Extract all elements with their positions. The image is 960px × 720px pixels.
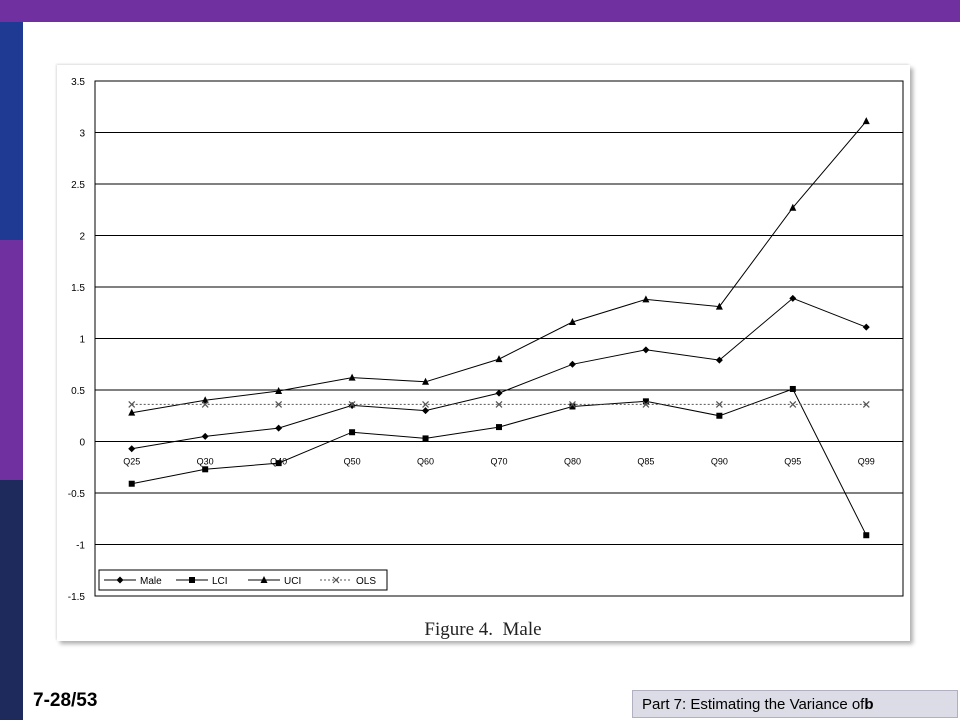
- x-tick-label: Q50: [344, 457, 361, 467]
- side-strip-purple: [0, 240, 23, 480]
- y-tick-label: 2: [79, 232, 85, 243]
- x-tick-label: Q90: [711, 457, 728, 467]
- data-point: [260, 576, 268, 583]
- data-point: [348, 400, 356, 408]
- data-point: [332, 576, 340, 584]
- data-point: [349, 429, 356, 436]
- data-point: [275, 387, 283, 395]
- chart-title: Figure 4. Male: [424, 619, 541, 640]
- data-point: [495, 389, 503, 397]
- legend-label-uci: UCI: [284, 576, 301, 587]
- y-tick-label: 2.5: [71, 180, 85, 191]
- chart-legend: [98, 569, 388, 591]
- data-point: [422, 435, 429, 442]
- data-point: [642, 400, 650, 408]
- y-tick-label: 1.5: [71, 283, 85, 294]
- data-point: [862, 117, 870, 125]
- data-point: [495, 355, 503, 363]
- data-point: [496, 424, 502, 431]
- x-tick-label: Q70: [490, 457, 507, 467]
- footer-part-title: Part 7: Estimating the Variance of b: [632, 690, 958, 718]
- legend-label-ols: OLS: [356, 576, 376, 587]
- data-point: [201, 396, 209, 404]
- data-point: [789, 203, 797, 211]
- y-tick-label: -1.5: [68, 592, 86, 603]
- data-point: [348, 373, 356, 381]
- data-point: [715, 356, 723, 364]
- side-strip-blue: [0, 22, 23, 240]
- data-point: [716, 412, 723, 419]
- x-tick-label: Q99: [858, 457, 875, 467]
- x-tick-label: Q30: [197, 457, 214, 467]
- data-point: [202, 466, 209, 473]
- data-point: [201, 400, 209, 408]
- y-tick-label: 0.5: [71, 386, 85, 397]
- legend-label-male: Male: [140, 576, 162, 587]
- data-point: [348, 401, 356, 409]
- data-point: [128, 408, 136, 416]
- footer-part-bold: b: [864, 695, 874, 713]
- x-tick-label: Q85: [637, 457, 654, 467]
- side-strip-navy: [0, 480, 23, 720]
- footer-part-text: Part 7: Estimating the Variance of: [642, 695, 865, 713]
- x-tick-label: Q25: [123, 457, 140, 467]
- data-point: [275, 400, 283, 408]
- y-tick-label: 3: [79, 129, 85, 140]
- slide-number: 7-28/53: [33, 690, 98, 711]
- y-tick-label: 1: [79, 335, 85, 346]
- data-point: [201, 432, 209, 440]
- x-tick-label: Q80: [564, 457, 581, 467]
- data-point: [789, 385, 796, 392]
- legend-label-lci: LCI: [212, 576, 228, 587]
- data-point: [128, 400, 136, 408]
- data-point: [128, 445, 136, 453]
- y-tick-label: 0: [79, 438, 85, 449]
- data-point: [789, 294, 797, 302]
- data-point: [569, 403, 576, 410]
- x-tick-label: Q95: [784, 457, 801, 467]
- data-point: [568, 318, 576, 326]
- data-point: [495, 400, 503, 408]
- data-point: [422, 400, 429, 408]
- data-point: [128, 480, 135, 487]
- data-point: [715, 302, 723, 310]
- data-point: [863, 532, 870, 539]
- data-point: [275, 460, 282, 467]
- data-point: [862, 323, 870, 331]
- data-point: [422, 407, 430, 415]
- data-point: [642, 398, 649, 405]
- data-point: [642, 295, 650, 303]
- data-point: [116, 576, 124, 584]
- data-point: [715, 400, 723, 408]
- y-tick-label: -1: [76, 541, 85, 552]
- data-point: [422, 377, 430, 385]
- line-chart: 3.532.521.510.50-0.5-1-1.5Q25Q30Q40Q50Q6…: [68, 77, 904, 640]
- x-tick-label: Q60: [417, 457, 434, 467]
- data-point: [568, 360, 576, 368]
- data-point: [789, 400, 797, 408]
- y-tick-label: -0.5: [68, 489, 86, 500]
- top-bar: [0, 0, 960, 22]
- data-point: [275, 424, 283, 432]
- series-line-uci: [131, 120, 867, 414]
- data-point: [862, 400, 870, 408]
- data-point: [642, 346, 650, 354]
- data-point: [189, 577, 195, 583]
- data-point: [569, 400, 576, 408]
- y-tick-label: 3.5: [71, 77, 85, 88]
